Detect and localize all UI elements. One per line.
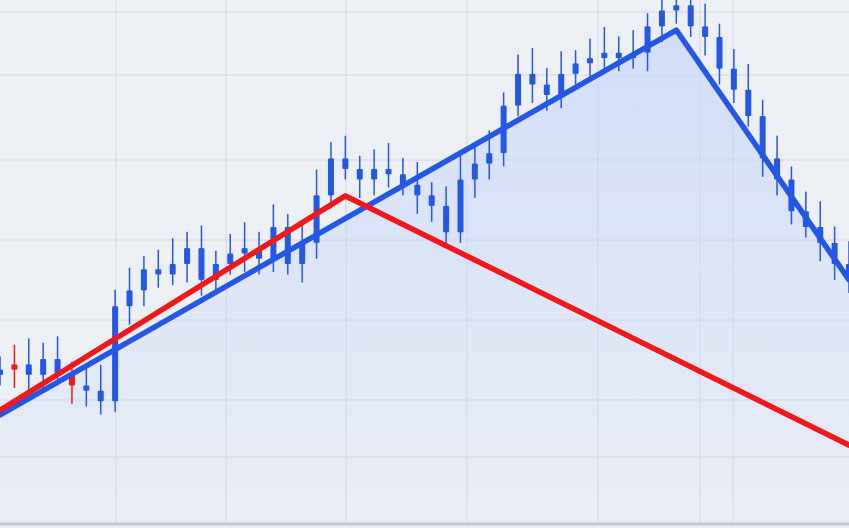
candle-body	[702, 26, 709, 37]
blue-trend-line	[0, 27, 849, 418]
candle-body	[428, 195, 435, 206]
candle-body	[515, 73, 522, 106]
candle-body	[385, 168, 392, 175]
candle-body	[486, 153, 493, 164]
candle-body	[198, 248, 205, 280]
candle-body	[543, 84, 550, 96]
candle-body	[83, 385, 90, 391]
candle-body	[558, 73, 565, 96]
candle-body	[126, 290, 133, 307]
candle-body	[658, 10, 665, 27]
candle-body	[615, 52, 622, 59]
candle-body	[169, 264, 176, 275]
candle-body	[586, 58, 593, 64]
candle-body	[11, 364, 18, 370]
area-fill	[0, 30, 849, 523]
candle-body	[241, 248, 248, 254]
candle-body	[155, 269, 162, 275]
candle-body	[414, 184, 421, 196]
candle-body	[673, 5, 680, 11]
candle-body	[25, 364, 32, 375]
red-trend-line	[0, 193, 849, 448]
candle-body	[601, 52, 608, 59]
candle-body	[112, 306, 119, 402]
candle-body	[299, 242, 306, 264]
candle-body	[40, 359, 47, 375]
candle-body	[342, 158, 349, 169]
candle-body	[457, 179, 464, 233]
candle-body	[0, 369, 3, 375]
trend-lines	[0, 27, 849, 448]
candle-body	[327, 158, 334, 196]
candle-body	[184, 248, 191, 264]
candle-body	[716, 36, 723, 69]
area-under-trend	[0, 30, 849, 523]
candle-body	[687, 5, 694, 27]
candle-body	[529, 73, 536, 85]
candle-body	[745, 89, 752, 117]
candle-body	[443, 205, 450, 233]
candle-body	[356, 168, 363, 180]
candle-body	[572, 63, 579, 74]
candle-body	[371, 168, 378, 180]
candle-body	[97, 390, 104, 402]
candle-body	[140, 269, 147, 291]
candle-body	[730, 68, 737, 90]
candle-body	[759, 116, 766, 159]
candle-body	[227, 253, 234, 264]
candle-body	[471, 163, 478, 180]
